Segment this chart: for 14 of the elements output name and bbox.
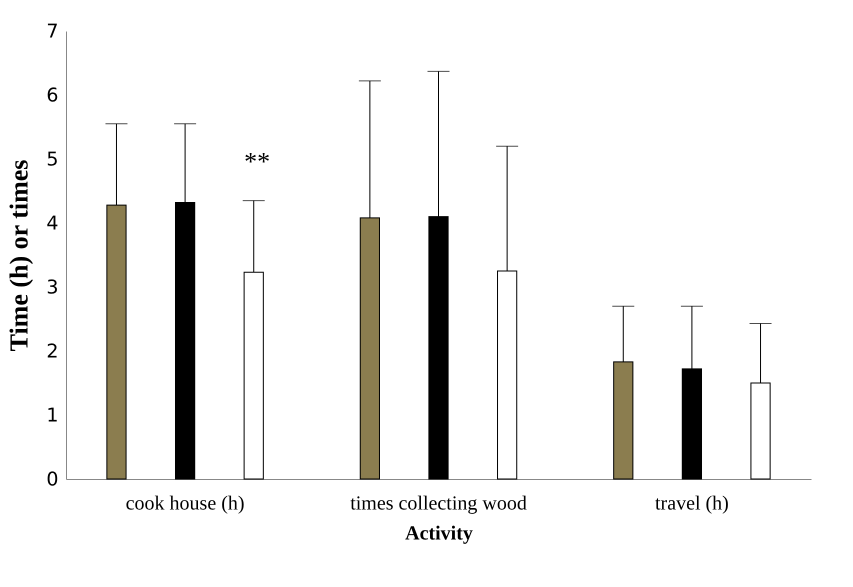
annotation: ** [244, 147, 270, 176]
y-tick-label: 3 [46, 276, 58, 298]
y-tick-label: 6 [46, 84, 58, 106]
y-tick-label: 2 [46, 340, 58, 362]
y-tick-label: 5 [46, 148, 58, 170]
x-tick-label: travel (h) [654, 492, 729, 514]
y-tick-label: 4 [46, 212, 58, 234]
y-axis-title: Time (h) or times [4, 160, 34, 352]
x-tick-label: times collecting wood [350, 492, 527, 514]
y-tick-label: 7 [46, 20, 58, 42]
y-tick-label: 0 [46, 468, 58, 490]
x-axis-title: Activity [405, 522, 473, 544]
x-tick-label: cook house (h) [126, 492, 245, 514]
y-tick-label: 1 [46, 404, 58, 426]
